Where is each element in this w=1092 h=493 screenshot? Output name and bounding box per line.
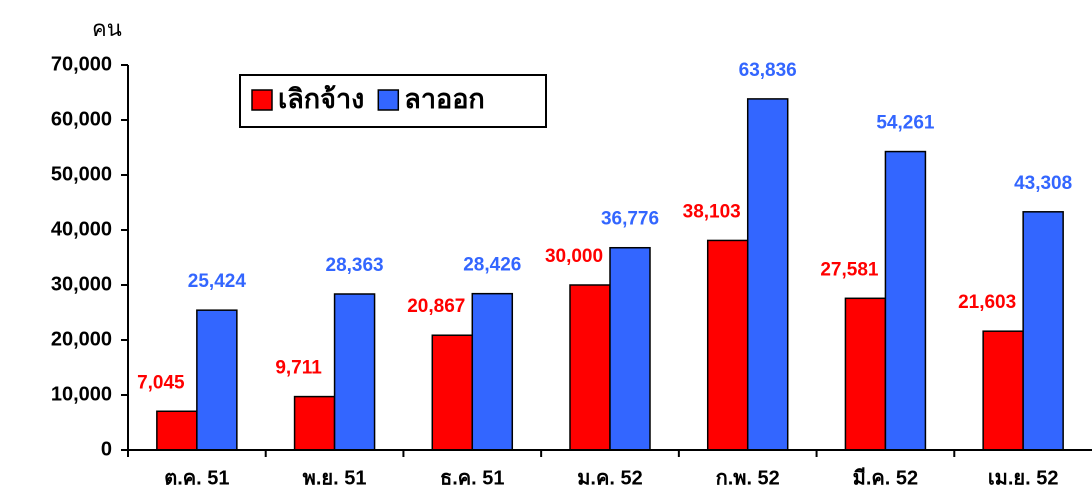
x-tick-label: เม.ย. 52 xyxy=(988,467,1059,489)
bar xyxy=(156,410,198,451)
value-label: 63,836 xyxy=(739,60,797,81)
y-tick-label: 60,000 xyxy=(51,108,112,130)
bar xyxy=(569,284,611,451)
value-label: 27,581 xyxy=(820,259,879,280)
value-label: 28,426 xyxy=(463,255,521,276)
y-axis-label: คน xyxy=(92,16,122,41)
y-tick-label: 20,000 xyxy=(51,328,112,350)
bar xyxy=(982,330,1024,451)
legend-label: ลาออก xyxy=(404,84,485,114)
bar xyxy=(471,292,514,451)
value-label: 38,103 xyxy=(683,201,741,222)
value-label: 54,261 xyxy=(876,113,935,134)
bar xyxy=(746,98,789,451)
x-tick-label: มี.ค. 52 xyxy=(853,466,918,489)
x-tick-label: พ.ย. 51 xyxy=(303,467,367,489)
bar xyxy=(196,309,238,451)
bar xyxy=(293,395,336,451)
value-label: 30,000 xyxy=(545,246,603,267)
bar xyxy=(884,150,927,451)
x-tick-label: ต.ค. 51 xyxy=(164,467,229,489)
bar xyxy=(706,239,749,451)
value-label: 36,776 xyxy=(601,209,659,230)
legend-label: เลิกจ้าง xyxy=(278,84,364,114)
y-tick-label: 0 xyxy=(101,438,112,460)
y-tick-label: 50,000 xyxy=(51,163,112,185)
value-label: 43,308 xyxy=(1014,173,1072,194)
y-tick-label: 10,000 xyxy=(51,383,112,405)
bar xyxy=(844,297,887,451)
value-label: 28,363 xyxy=(326,255,384,276)
bar xyxy=(431,334,474,451)
legend-swatch xyxy=(377,89,400,111)
y-tick-label: 70,000 xyxy=(51,53,112,75)
value-label: 21,603 xyxy=(958,292,1016,313)
y-tick-label: 30,000 xyxy=(51,273,112,295)
x-tick-label: ม.ค. 52 xyxy=(577,467,642,489)
legend-swatch xyxy=(251,89,273,111)
value-label: 9,711 xyxy=(275,358,322,379)
bar xyxy=(333,293,376,451)
bar xyxy=(609,246,651,451)
y-tick-label: 40,000 xyxy=(51,218,112,240)
x-tick-label: ก.พ. 52 xyxy=(716,467,780,489)
value-label: 25,424 xyxy=(188,271,247,292)
bar xyxy=(1022,211,1064,451)
value-label: 7,045 xyxy=(137,372,185,393)
value-label: 20,867 xyxy=(407,296,465,317)
x-tick-label: ธ.ค. 51 xyxy=(440,467,505,489)
